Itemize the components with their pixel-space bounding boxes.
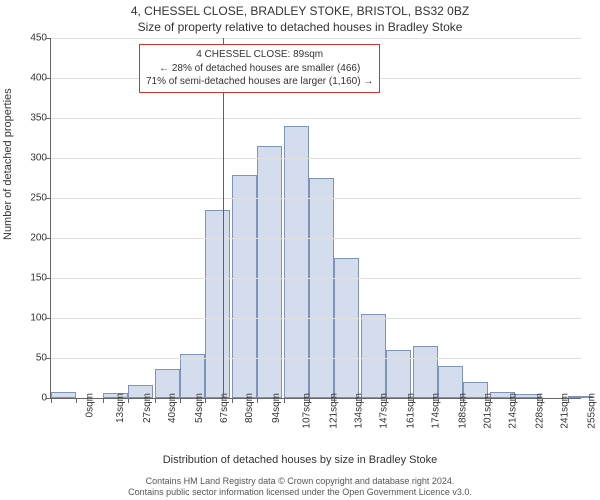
x-tick-label: 161sqm: [405, 393, 416, 429]
annotation-box: 4 CHESSEL CLOSE: 89sqm← 28% of detached …: [139, 44, 380, 93]
x-tick-mark: [180, 398, 181, 403]
x-tick-label: 255sqm: [587, 393, 598, 429]
y-tick-label: 400: [13, 73, 47, 84]
grid-line: [51, 318, 581, 319]
histogram-bar: [232, 175, 257, 398]
x-tick-label: 54sqm: [194, 393, 205, 423]
x-tick-mark: [309, 398, 310, 403]
y-axis-label: Number of detached properties: [2, 88, 14, 240]
x-tick-mark: [413, 398, 414, 403]
footer-line-2: Contains public sector information licen…: [0, 487, 600, 498]
x-tick-mark: [103, 398, 104, 403]
grid-line: [51, 158, 581, 159]
x-tick-label: 147sqm: [378, 393, 389, 429]
x-tick-label: 241sqm: [560, 393, 571, 429]
x-tick-mark: [463, 398, 464, 403]
x-tick-mark: [490, 398, 491, 403]
grid-line: [51, 358, 581, 359]
x-tick-mark: [542, 398, 543, 403]
x-tick-mark: [284, 398, 285, 403]
x-tick-label: 134sqm: [353, 393, 364, 429]
chart-container: 4, CHESSEL CLOSE, BRADLEY STOKE, BRISTOL…: [0, 0, 600, 500]
footer-line-1: Contains HM Land Registry data © Crown c…: [0, 476, 600, 487]
histogram-bar: [309, 178, 334, 398]
x-tick-mark: [361, 398, 362, 403]
x-tick-label: 94sqm: [271, 393, 282, 423]
chart-subtitle: Size of property relative to detached ho…: [0, 20, 600, 34]
grid-line: [51, 118, 581, 119]
x-tick-label: 27sqm: [142, 393, 153, 423]
annotation-line: 4 CHESSEL CLOSE: 89sqm: [146, 48, 373, 62]
x-tick-label: 201sqm: [482, 393, 493, 429]
histogram-bar: [257, 146, 282, 398]
histogram-bar: [51, 392, 76, 398]
x-tick-label: 107sqm: [301, 393, 312, 429]
x-tick-mark: [386, 398, 387, 403]
annotation-line: 71% of semi-detached houses are larger (…: [146, 75, 373, 89]
x-tick-mark: [438, 398, 439, 403]
x-tick-label: 228sqm: [535, 393, 546, 429]
x-tick-mark: [515, 398, 516, 403]
histogram-bar: [180, 354, 205, 398]
plot-area: 0501001502002503003504004500sqm13sqm27sq…: [50, 38, 581, 399]
annotation-line: ← 28% of detached houses are smaller (46…: [146, 62, 373, 76]
x-tick-mark: [568, 398, 569, 403]
y-tick-label: 100: [13, 313, 47, 324]
x-tick-mark: [76, 398, 77, 403]
y-tick-label: 150: [13, 273, 47, 284]
y-tick-label: 300: [13, 153, 47, 164]
y-tick-label: 0: [13, 393, 47, 404]
x-tick-mark: [257, 398, 258, 403]
x-tick-mark: [128, 398, 129, 403]
x-tick-label: 0sqm: [84, 393, 95, 417]
x-tick-label: 174sqm: [430, 393, 441, 429]
x-tick-label: 67sqm: [219, 393, 230, 423]
y-tick-label: 200: [13, 233, 47, 244]
y-tick-label: 450: [13, 33, 47, 44]
histogram-bar: [361, 314, 386, 398]
x-tick-label: 40sqm: [167, 393, 178, 423]
x-tick-mark: [155, 398, 156, 403]
x-axis-label: Distribution of detached houses by size …: [0, 454, 600, 466]
y-tick-label: 50: [13, 353, 47, 364]
histogram-bar: [334, 258, 359, 398]
y-tick-label: 350: [13, 113, 47, 124]
grid-line: [51, 278, 581, 279]
chart-title: 4, CHESSEL CLOSE, BRADLEY STOKE, BRISTOL…: [0, 4, 600, 18]
x-tick-mark: [232, 398, 233, 403]
x-tick-mark: [334, 398, 335, 403]
grid-line: [51, 38, 581, 39]
footer-attribution: Contains HM Land Registry data © Crown c…: [0, 476, 600, 499]
grid-line: [51, 198, 581, 199]
histogram-bar: [413, 346, 438, 398]
x-tick-label: 13sqm: [115, 393, 126, 423]
x-tick-mark: [51, 398, 52, 403]
x-tick-label: 214sqm: [508, 393, 519, 429]
x-tick-label: 80sqm: [244, 393, 255, 423]
grid-line: [51, 238, 581, 239]
y-tick-label: 250: [13, 193, 47, 204]
x-tick-mark: [205, 398, 206, 403]
